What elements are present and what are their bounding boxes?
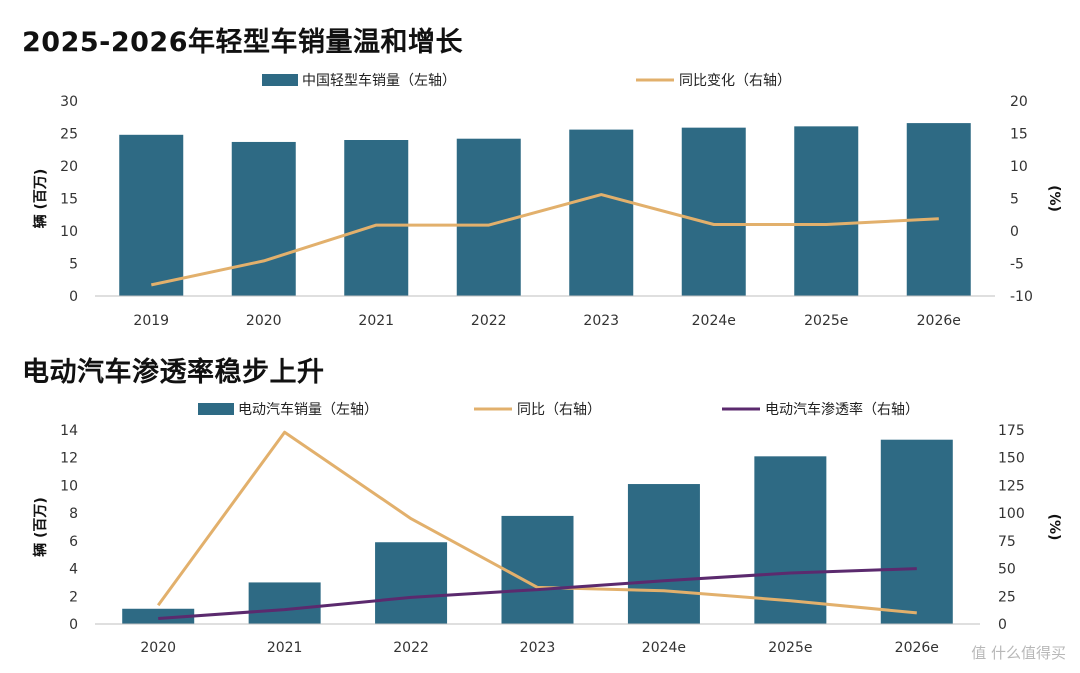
x-tick-label: 2021: [358, 313, 394, 329]
chart-2-title: 电动汽车渗透率稳步上升: [22, 357, 325, 388]
bar-2026e: [880, 439, 953, 624]
x-tick-label: 2024e: [692, 313, 736, 329]
y-tick-label: 10: [60, 478, 78, 494]
y2-tick-label: 15: [1010, 127, 1028, 143]
legend-swatch-bar: [198, 403, 234, 415]
bar-2023: [501, 515, 574, 624]
x-tick-label: 2020: [140, 640, 176, 656]
x-tick-label: 2026e: [917, 313, 961, 329]
y-tick-label: 20: [60, 159, 78, 175]
chart-1-title: 2025-2026年轻型车销量温和增长: [22, 27, 463, 58]
y2-tick-label: 0: [1010, 224, 1019, 240]
y-tick-label: 2: [69, 589, 78, 605]
x-tick-label: 2020: [246, 313, 282, 329]
bar-2025e: [794, 126, 859, 296]
bar-2022: [375, 542, 448, 624]
y-tick-label: 5: [69, 257, 78, 273]
x-tick-label: 2024e: [642, 640, 686, 656]
y-axis-title: 辆 (百万): [32, 497, 49, 557]
y-tick-label: 12: [60, 451, 78, 467]
y-tick-label: 4: [69, 562, 78, 578]
y-tick-label: 14: [60, 423, 78, 439]
x-tick-label: 2026e: [895, 640, 939, 656]
y2-tick-label: -5: [1010, 257, 1024, 273]
y-tick-label: 30: [60, 94, 78, 110]
y2-tick-label: 50: [998, 562, 1016, 578]
y2-tick-label: 0: [998, 617, 1007, 633]
legend-label: 同比（右轴）: [517, 402, 601, 418]
legend-label: 中国轻型车销量（左轴）: [302, 72, 456, 89]
bar-2024e: [681, 127, 746, 297]
y2-tick-label: 5: [1010, 192, 1019, 208]
x-tick-label: 2019: [133, 313, 169, 329]
bar-2026e: [906, 123, 971, 296]
y-tick-label: 10: [60, 224, 78, 240]
bar-2022: [456, 138, 521, 296]
y2-tick-label: 75: [998, 534, 1016, 550]
line-series-1: [150, 193, 939, 287]
bar-2019: [119, 134, 184, 296]
y-axis-title: 辆 (百万): [32, 169, 49, 229]
x-tick-label: 2025e: [804, 313, 848, 329]
y2-axis-title: (%): [1046, 514, 1062, 541]
bar-2020: [122, 608, 195, 624]
legend-label: 电动汽车销量（左轴）: [238, 401, 378, 418]
y-tick-label: 0: [69, 617, 78, 633]
y-tick-label: 15: [60, 192, 78, 208]
y2-tick-label: 175: [998, 423, 1025, 439]
y2-tick-label: 20: [1010, 94, 1028, 110]
y2-axis-title: (%): [1046, 185, 1062, 212]
y2-tick-label: -10: [1010, 289, 1033, 305]
x-tick-label: 2023: [520, 640, 556, 656]
x-tick-label: 2025e: [768, 640, 812, 656]
bar-2020: [231, 141, 296, 296]
y-tick-label: 0: [69, 289, 78, 305]
y-tick-label: 25: [60, 127, 78, 143]
x-tick-label: 2022: [471, 313, 507, 329]
x-tick-label: 2021: [267, 640, 303, 656]
y2-tick-label: 150: [998, 451, 1025, 467]
bar-2025e: [754, 456, 827, 624]
y-tick-label: 6: [69, 534, 78, 550]
y2-tick-label: 25: [998, 589, 1016, 605]
bar-2021: [248, 582, 321, 624]
y2-tick-label: 10: [1010, 159, 1028, 175]
legend-label: 同比变化（右轴）: [679, 73, 791, 89]
y2-tick-label: 125: [998, 478, 1025, 494]
bar-2024e: [627, 484, 700, 624]
watermark: 值 什么值得买: [971, 644, 1066, 662]
x-tick-label: 2022: [393, 640, 429, 656]
chart-1: 2019 2020 2021 2022 2023 2024e 2025e 2026e05101…: [32, 72, 1062, 329]
bar-2021: [344, 140, 409, 296]
legend-label: 电动汽车渗透率（右轴）: [765, 401, 919, 418]
legend-swatch-bar: [262, 74, 298, 86]
y-tick-label: 8: [69, 506, 78, 522]
x-tick-label: 2023: [583, 313, 619, 329]
y2-tick-label: 100: [998, 506, 1025, 522]
bar-2023: [569, 129, 634, 296]
